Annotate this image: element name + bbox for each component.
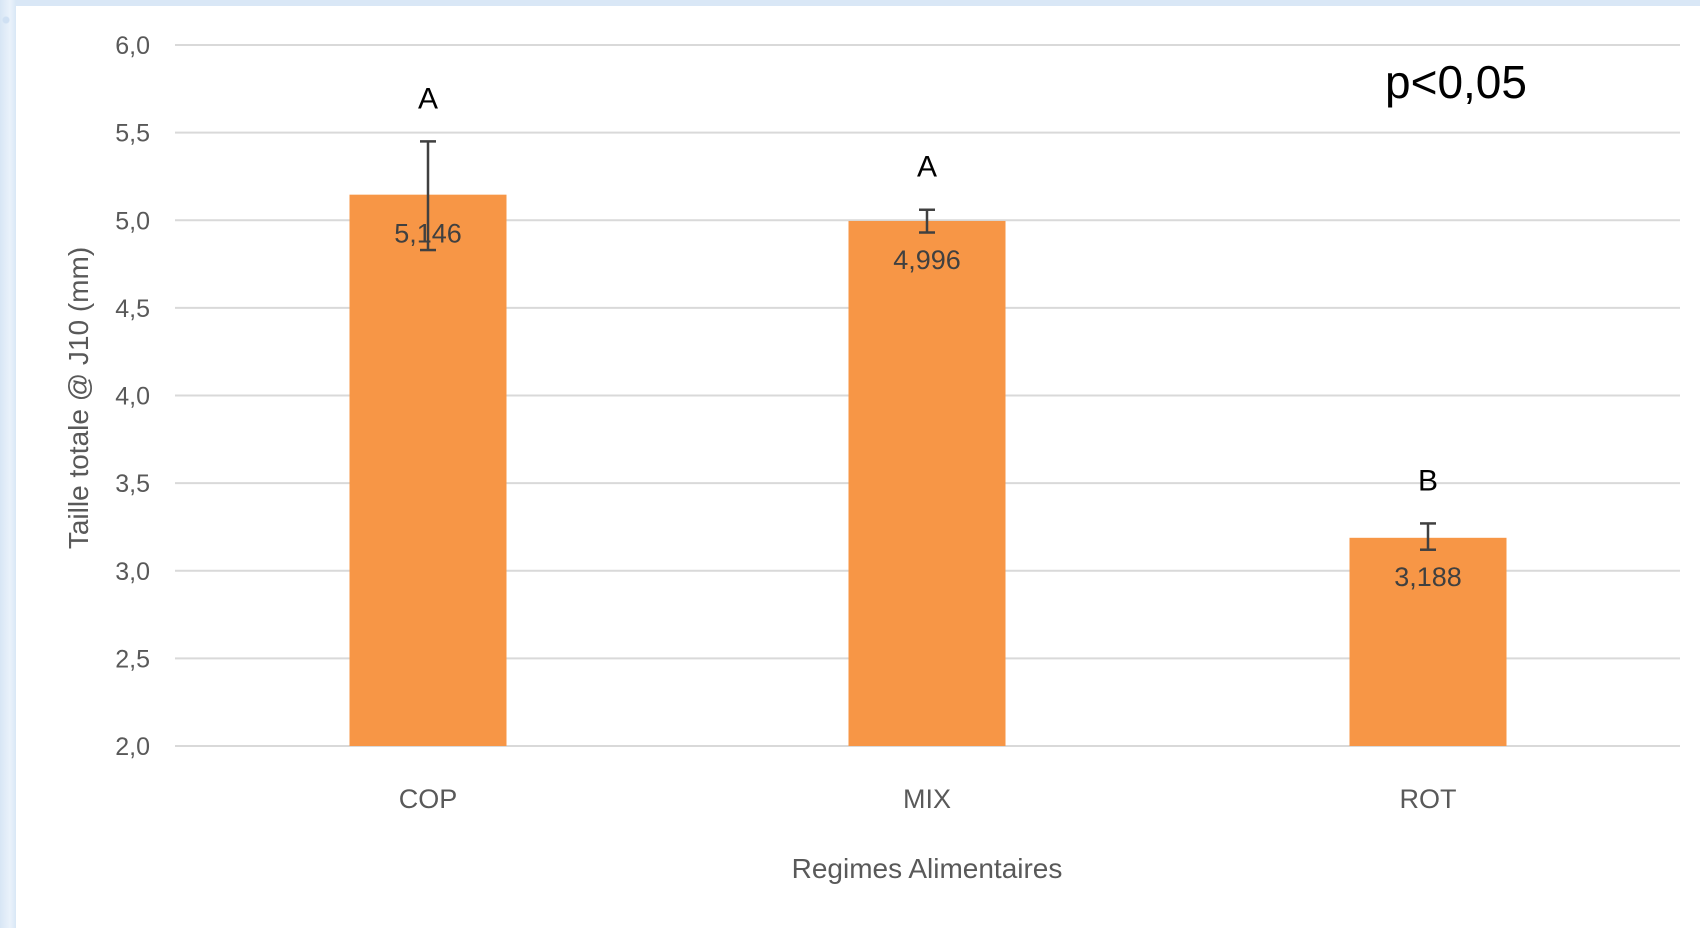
- y-tick-label: 2,5: [115, 645, 150, 673]
- group-letter: A: [418, 82, 438, 115]
- bar-mix: [848, 220, 1006, 747]
- error-bars: [420, 140, 1436, 551]
- y-tick-label: 6,0: [115, 32, 150, 60]
- y-tick-label: 3,0: [115, 558, 150, 586]
- bar-cop: [349, 194, 507, 746]
- x-tick-label: MIX: [903, 784, 951, 814]
- x-axis-category-labels: COP MIX ROT: [399, 784, 1457, 814]
- group-letter: A: [917, 151, 937, 184]
- y-tick-label: 3,5: [115, 470, 150, 498]
- y-axis-tick-labels: 2,0 2,5 3,0 3,5 4,0 4,5 5,0 5,5 6,0: [115, 32, 150, 761]
- significance-letters: A A B: [418, 82, 1438, 497]
- data-label: 4,996: [893, 245, 961, 275]
- y-tick-label: 5,5: [115, 120, 150, 148]
- group-letter: B: [1418, 464, 1438, 497]
- bars: [349, 194, 1507, 747]
- y-tick-label: 4,5: [115, 295, 150, 323]
- y-axis-title: Taille totale @ J10 (mm): [63, 247, 94, 549]
- bar-rot: [1349, 537, 1507, 746]
- data-label: 3,188: [1394, 562, 1462, 592]
- x-tick-label: COP: [399, 784, 458, 814]
- y-tick-label: 5,0: [115, 207, 150, 235]
- x-tick-label: ROT: [1400, 784, 1457, 814]
- x-axis-title: Regimes Alimentaires: [792, 853, 1063, 884]
- data-label: 5,146: [394, 219, 462, 249]
- p-value-annotation: p<0,05: [1385, 56, 1527, 108]
- data-labels: 5,146 4,996 3,188: [394, 219, 1462, 592]
- y-tick-label: 4,0: [115, 383, 150, 411]
- y-tick-label: 2,0: [115, 733, 150, 761]
